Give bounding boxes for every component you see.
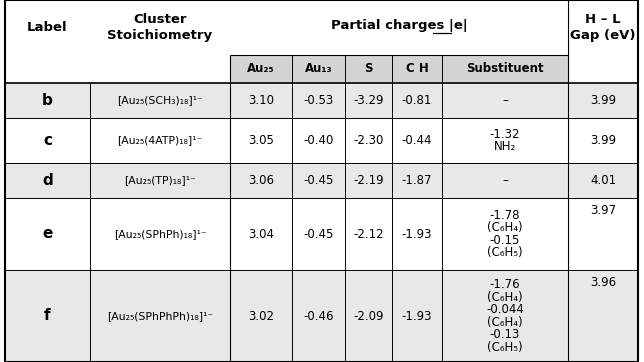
- Bar: [5, 118, 638, 163]
- Bar: [5, 0, 638, 55]
- Text: -3.29: -3.29: [354, 94, 384, 107]
- Bar: [5, 198, 638, 270]
- Text: 3.99: 3.99: [590, 94, 616, 107]
- Text: NH₂: NH₂: [494, 140, 516, 153]
- Text: -0.81: -0.81: [402, 94, 432, 107]
- Text: Cluster
Stoichiometry: Cluster Stoichiometry: [108, 13, 213, 42]
- Text: -1.93: -1.93: [402, 227, 432, 240]
- Text: (C₆H₄): (C₆H₄): [488, 221, 523, 234]
- Text: Au₂₅: Au₂₅: [247, 63, 275, 76]
- Text: 3.96: 3.96: [590, 275, 616, 289]
- Text: C H: C H: [406, 63, 428, 76]
- Bar: [5, 270, 638, 362]
- Text: -1.32: -1.32: [489, 128, 520, 141]
- Text: –: –: [502, 174, 508, 187]
- Text: -0.13: -0.13: [490, 328, 520, 341]
- Text: -0.46: -0.46: [303, 310, 334, 323]
- Text: -0.53: -0.53: [303, 94, 334, 107]
- Text: Au₁₃: Au₁₃: [305, 63, 332, 76]
- Text: (C₆H₅): (C₆H₅): [488, 341, 523, 354]
- Text: 3.06: 3.06: [248, 174, 274, 187]
- Text: [Au₂₅(SCH₃)₁₈]¹⁻: [Au₂₅(SCH₃)₁₈]¹⁻: [117, 96, 203, 105]
- Text: [Au₂₅(SPhPhPh)₁₈]¹⁻: [Au₂₅(SPhPhPh)₁₈]¹⁻: [107, 311, 213, 321]
- Text: S: S: [365, 63, 373, 76]
- Text: 3.05: 3.05: [248, 134, 274, 147]
- Text: -0.44: -0.44: [402, 134, 432, 147]
- Text: -0.45: -0.45: [303, 174, 334, 187]
- Text: 4.01: 4.01: [590, 174, 616, 187]
- Text: f: f: [44, 308, 51, 324]
- Text: -1.76: -1.76: [489, 278, 520, 291]
- Text: Substituent: Substituent: [466, 63, 544, 76]
- Text: 3.02: 3.02: [248, 310, 274, 323]
- Text: c: c: [43, 133, 52, 148]
- Text: 3.97: 3.97: [590, 203, 616, 216]
- Text: -2.09: -2.09: [354, 310, 384, 323]
- Text: (C₆H₄): (C₆H₄): [488, 291, 523, 304]
- Text: (C₆H₄): (C₆H₄): [488, 316, 523, 329]
- Text: –: –: [502, 94, 508, 107]
- Text: -2.19: -2.19: [353, 174, 384, 187]
- Text: -0.044: -0.044: [486, 303, 524, 316]
- Text: -0.15: -0.15: [490, 234, 520, 247]
- Text: -1.78: -1.78: [489, 209, 520, 222]
- Bar: [5, 163, 638, 198]
- Bar: [230, 55, 568, 83]
- Text: 3.10: 3.10: [248, 94, 274, 107]
- Text: -1.93: -1.93: [402, 310, 432, 323]
- Text: -0.40: -0.40: [303, 134, 334, 147]
- Text: e: e: [43, 227, 53, 241]
- Text: Partial charges |e|: Partial charges |e|: [330, 19, 468, 32]
- Text: [Au₂₅(TP)₁₈]¹⁻: [Au₂₅(TP)₁₈]¹⁻: [124, 176, 196, 185]
- Text: -2.30: -2.30: [354, 134, 384, 147]
- Text: Label: Label: [27, 21, 68, 34]
- Bar: [5, 83, 638, 118]
- Text: [Au₂₅(SPhPh)₁₈]¹⁻: [Au₂₅(SPhPh)₁₈]¹⁻: [114, 229, 206, 239]
- Text: -2.12: -2.12: [353, 227, 384, 240]
- Text: d: d: [42, 173, 53, 188]
- Text: b: b: [42, 93, 53, 108]
- Text: H – L
Gap (eV): H – L Gap (eV): [570, 13, 636, 42]
- Text: 3.04: 3.04: [248, 227, 274, 240]
- Text: (C₆H₅): (C₆H₅): [488, 246, 523, 259]
- Text: -0.45: -0.45: [303, 227, 334, 240]
- Text: 3.99: 3.99: [590, 134, 616, 147]
- Text: [Au₂₅(4ATP)₁₈]¹⁻: [Au₂₅(4ATP)₁₈]¹⁻: [117, 135, 203, 146]
- Text: -1.87: -1.87: [402, 174, 432, 187]
